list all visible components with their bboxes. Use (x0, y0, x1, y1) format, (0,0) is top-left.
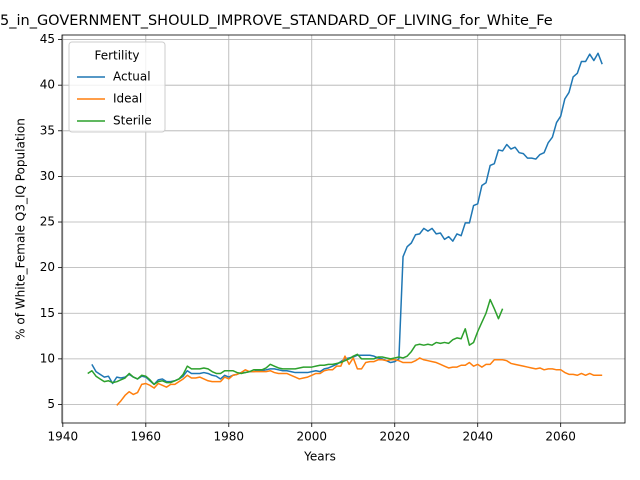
axes-frame (61, 34, 626, 424)
x-axis-label: Years (303, 450, 336, 464)
y-tick-label: 35 (40, 123, 55, 137)
legend-box (68, 41, 166, 133)
x-tick-label: 2040 (462, 430, 493, 444)
series-line (116, 355, 603, 406)
series-line (91, 52, 603, 386)
y-tick-label: 10 (40, 351, 55, 365)
x-tick-label: 1940 (48, 430, 79, 444)
y-tick-label: 25 (40, 215, 55, 229)
legend-title: Fertility (94, 49, 139, 63)
x-tick-label: 2000 (296, 430, 327, 444)
chart-title: 5_in_GOVERNMENT_SHOULD_IMPROVE_STANDARD_… (0, 13, 553, 29)
y-tick-label: 30 (40, 169, 55, 183)
x-tick-label: 2020 (379, 430, 410, 444)
series-line (87, 298, 504, 386)
x-tick-label: 1980 (214, 430, 245, 444)
y-tick-label: 45 (40, 32, 55, 46)
y-tick-label: 5 (47, 397, 55, 411)
legend-label: Actual (113, 70, 151, 84)
x-tick-label: 2060 (545, 430, 576, 444)
y-tick-label: 20 (40, 260, 55, 274)
y-tick-label: 40 (40, 78, 55, 92)
y-tick-label: 15 (40, 306, 55, 320)
legend-label: Ideal (113, 92, 142, 106)
y-axis-label: % of White_Female Q3_IQ Population (14, 118, 28, 340)
legend-label: Sterile (113, 114, 152, 128)
x-tick-label: 1960 (131, 430, 162, 444)
